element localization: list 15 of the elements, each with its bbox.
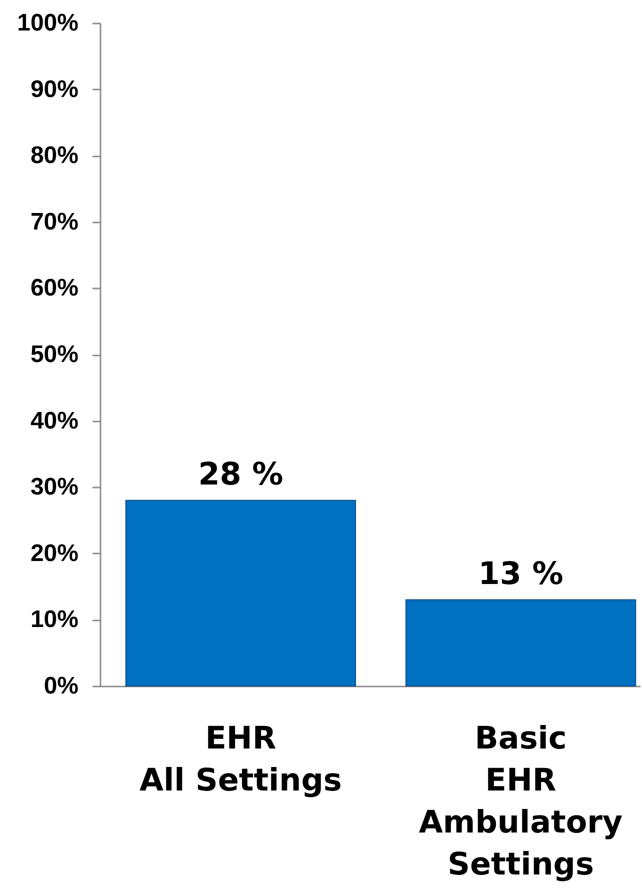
- y-tick-label: 10%: [30, 606, 78, 634]
- y-tick-label: 30%: [30, 474, 78, 501]
- y-tick-label: 60%: [30, 274, 78, 302]
- x-tick-label: EHR All Settings: [140, 720, 342, 798]
- y-tick-label: 100%: [17, 10, 78, 36]
- x-tick-label: Basic EHR Ambulatory Settings: [418, 720, 623, 882]
- y-tick-label: 80%: [30, 142, 78, 170]
- y-tick-label: 90%: [30, 76, 78, 103]
- data-label: 28 %: [198, 456, 284, 492]
- y-tick-label: 0%: [44, 672, 78, 700]
- y-tick-label: 70%: [30, 208, 78, 236]
- data-label: 13 %: [478, 556, 564, 592]
- y-tick-label: 20%: [30, 540, 78, 567]
- y-tick-label: 40%: [30, 407, 78, 434]
- y-tick-label: 50%: [30, 341, 78, 368]
